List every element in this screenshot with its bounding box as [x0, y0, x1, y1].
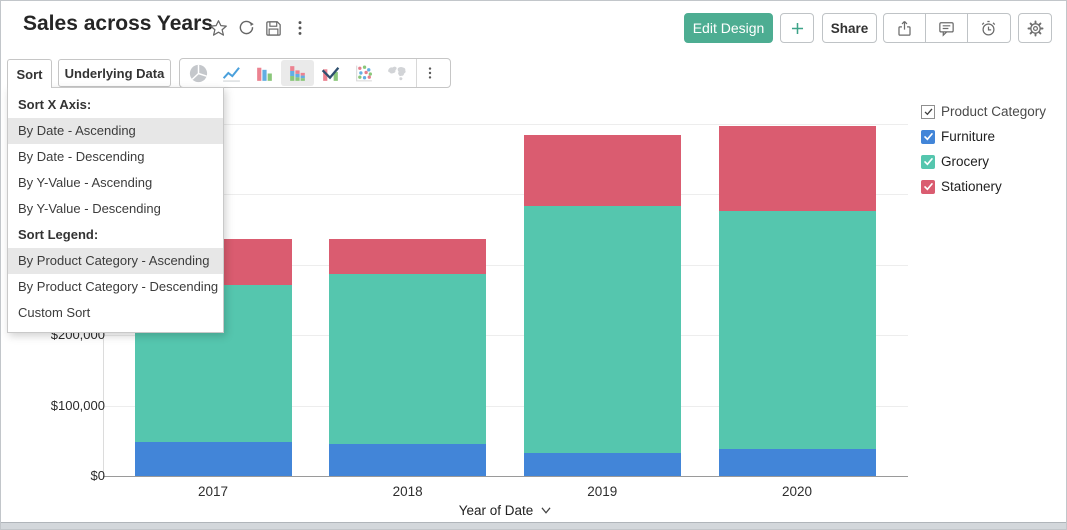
refresh-button[interactable]: [235, 17, 257, 39]
add-icon: [791, 22, 803, 34]
scatter-chart-icon: [356, 65, 373, 81]
alarm-icon: [982, 20, 996, 35]
tab-sort[interactable]: Sort: [7, 59, 52, 88]
edit-design-button[interactable]: Edit Design: [684, 13, 773, 43]
kebab-menu-icon: [298, 21, 302, 35]
more-menu-button[interactable]: [289, 17, 311, 39]
gridline-200000: [104, 335, 908, 336]
x-label-2017: 2017: [197, 484, 229, 499]
favorite-button[interactable]: [207, 17, 229, 39]
y-tick-label-0: $0: [90, 468, 105, 483]
menu-item-by-date-ascending[interactable]: By Date - Ascending: [8, 118, 223, 144]
legend-title-row[interactable]: Product Category: [921, 104, 1046, 119]
share-button[interactable]: Share: [822, 13, 877, 43]
more-options-icon: [428, 67, 432, 79]
line-chart-icon: [222, 66, 240, 82]
stacked-bar-chart-icon: [290, 65, 305, 81]
check-icon: [923, 158, 933, 166]
x-axis-line: [103, 476, 908, 477]
legend-panel: Product Category Furniture Grocery Station…: [921, 104, 1046, 194]
chart-type-map-button[interactable]: [380, 60, 413, 86]
legend-label: Stationery: [941, 179, 1002, 194]
bar-2020-grocery[interactable]: [718, 210, 876, 450]
bar-2017-furniture[interactable]: [134, 442, 292, 476]
bar-2019-stationery[interactable]: [523, 135, 681, 206]
menu-header-sort-legend: Sort Legend:: [18, 227, 99, 242]
x-label-2018: 2018: [392, 484, 423, 499]
legend-checkbox-grocery[interactable]: [921, 154, 935, 169]
save-icon: [265, 20, 281, 36]
x-axis-title-dropdown[interactable]: Year of Date: [459, 503, 553, 518]
toolbar-separator: [416, 59, 417, 87]
chart-type-line-button[interactable]: [215, 60, 248, 86]
chevron-down-icon: [541, 507, 551, 514]
x-label-2020: 2020: [781, 484, 813, 499]
bar-2018-furniture[interactable]: [329, 444, 487, 476]
refresh-icon: [239, 20, 254, 34]
comment-button[interactable]: [925, 13, 968, 43]
add-button[interactable]: [780, 13, 814, 43]
save-button[interactable]: [262, 17, 284, 39]
bar-2018-stationery[interactable]: [329, 239, 487, 275]
menu-item-by-product-category-descending[interactable]: By Product Category - Descending: [18, 279, 219, 294]
legend-label: Grocery: [941, 154, 990, 169]
y-tick-label-100000: $100,000: [50, 398, 105, 413]
menu-item-by-y-value-descending[interactable]: By Y-Value - Descending: [18, 201, 161, 216]
chart-type-toolbar: [179, 58, 451, 88]
combo-chart-icon: [321, 66, 340, 81]
gridline-100000: [104, 406, 908, 407]
sort-menu: Sort X Axis: By Date - Ascending By Date -…: [7, 87, 224, 333]
chart-type-stacked-bar-button[interactable]: [281, 60, 314, 86]
x-label-2019: 2019: [587, 484, 618, 499]
menu-header-sort-x-axis: Sort X Axis:: [18, 97, 92, 112]
pie-chart-icon: [189, 64, 208, 82]
bar-chart-icon: [257, 67, 272, 81]
bar-2020-furniture[interactable]: [718, 449, 876, 476]
legend-title-checkbox[interactable]: [921, 104, 935, 119]
bar-2018-grocery[interactable]: [329, 274, 487, 445]
export-button[interactable]: [883, 13, 926, 43]
bar-2019-furniture[interactable]: [523, 452, 681, 476]
menu-item-by-y-value-ascending[interactable]: By Y-Value - Ascending: [18, 175, 153, 190]
gridline-300000: [104, 265, 908, 266]
star-icon: [209, 19, 227, 36]
x-axis-title-label: Year of Date: [458, 503, 534, 518]
chart-type-scatter-button[interactable]: [347, 60, 380, 86]
more-chart-types-button[interactable]: [417, 60, 443, 86]
legend-checkbox-furniture[interactable]: [921, 129, 935, 144]
check-icon: [923, 183, 933, 191]
legend-checkbox-stationery[interactable]: [921, 179, 935, 194]
chart-type-bar-button[interactable]: [248, 60, 281, 86]
chart-type-combo-button[interactable]: [314, 60, 347, 86]
chart-type-pie-button[interactable]: [182, 60, 215, 86]
legend-label: Furniture: [941, 129, 996, 144]
check-icon: [923, 133, 933, 141]
map-chart-icon: [387, 66, 406, 81]
menu-item-custom-sort[interactable]: Custom Sort: [18, 305, 91, 320]
legend-item-stationery[interactable]: Stationery: [921, 179, 1046, 194]
legend-title: Product Category: [941, 104, 1047, 119]
alert-button[interactable]: [968, 13, 1011, 43]
settings-icon: [1027, 20, 1043, 36]
gridline-400000: [104, 194, 908, 195]
menu-item-by-date-descending[interactable]: By Date - Descending: [18, 149, 145, 164]
comment-icon: [938, 21, 954, 37]
bar-2019-grocery[interactable]: [523, 205, 681, 453]
menu-item-by-product-category-ascending[interactable]: By Product Category - Ascending: [8, 248, 223, 274]
export-icon: [898, 20, 911, 36]
settings-button[interactable]: [1018, 13, 1052, 43]
legend-item-furniture[interactable]: Furniture: [921, 129, 1046, 144]
page-title: Sales across Years: [23, 12, 213, 35]
gridline-500000: [104, 124, 908, 125]
tab-underlying-data[interactable]: Underlying Data: [58, 59, 171, 87]
bar-2020-stationery[interactable]: [718, 126, 876, 211]
header-action-group: [883, 13, 1011, 43]
check-icon: [924, 108, 932, 116]
footer-bar: [1, 522, 1066, 529]
legend-item-grocery[interactable]: Grocery: [921, 154, 1046, 169]
x-axis-title: Year of Date: [103, 502, 908, 520]
